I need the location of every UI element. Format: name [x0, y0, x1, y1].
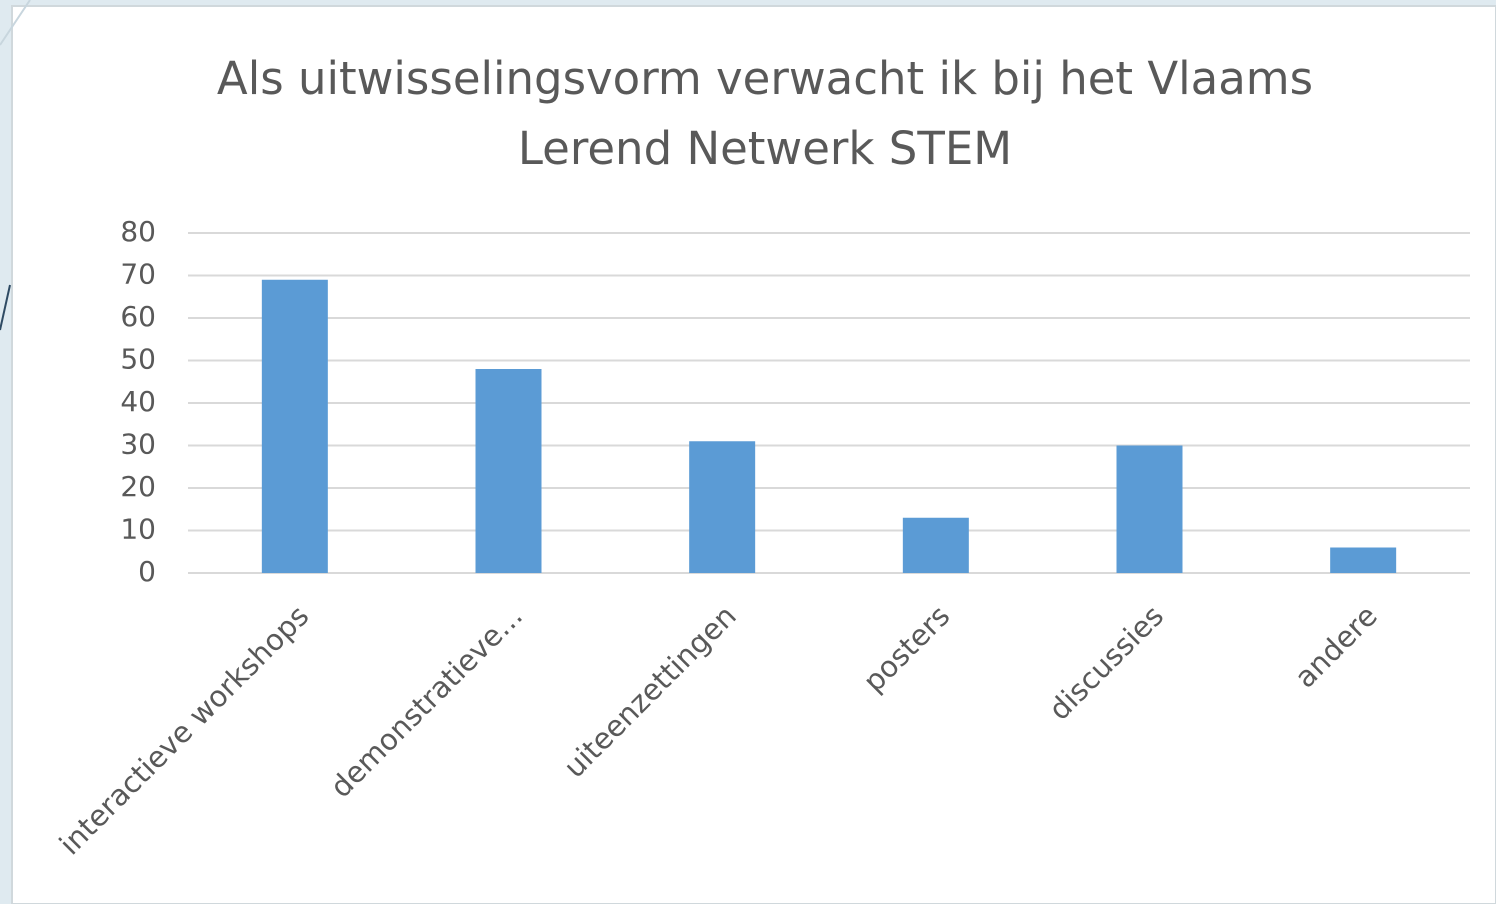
y-tick-label: 80	[120, 215, 156, 248]
bar	[261, 279, 328, 573]
decor-line	[0, 284, 11, 331]
bar	[902, 517, 969, 573]
y-tick-label: 60	[120, 300, 156, 333]
bar	[1330, 547, 1397, 573]
bar	[689, 441, 756, 573]
y-tick-label: 0	[138, 555, 156, 588]
decor-line	[0, 0, 31, 46]
bar	[1116, 445, 1183, 573]
y-tick-label: 10	[120, 513, 156, 546]
bar	[475, 369, 542, 573]
y-tick-label: 70	[120, 258, 156, 291]
y-tick-label: 40	[120, 385, 156, 418]
y-tick-label: 20	[120, 470, 156, 503]
y-tick-label: 50	[120, 343, 156, 376]
y-tick-label: 30	[120, 428, 156, 461]
chart-title: Als uitwisselingsvorm verwacht ik bij he…	[216, 52, 1314, 175]
